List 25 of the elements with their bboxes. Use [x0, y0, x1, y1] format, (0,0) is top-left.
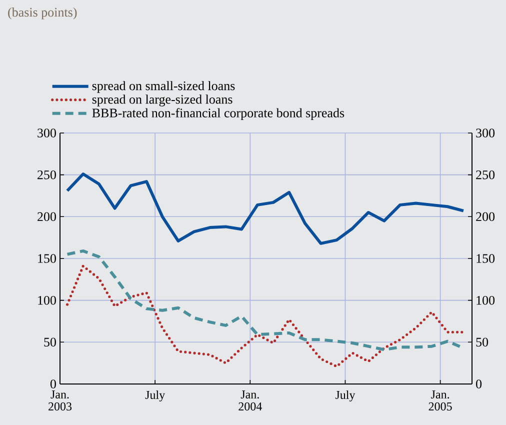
y-tick-label: 300 [38, 128, 56, 138]
x-tick-label: Jan. 2004 [238, 390, 262, 410]
legend-label: spread on large-sized loans [92, 94, 232, 106]
y2-tick-label: 100 [476, 296, 495, 305]
y2-tick-label: 50 [476, 338, 488, 347]
y2-tick-label: 200 [476, 212, 495, 222]
line-series [66, 172, 465, 245]
x-tick-label: July [335, 390, 356, 402]
x-tick-label: Jan. 2003 [48, 390, 72, 410]
x-tick-label: July [145, 390, 166, 402]
y2-tick-label: 250 [476, 170, 495, 180]
legend-label: BBB-rated non-financial corporate bond spreads [92, 108, 344, 120]
x-tick-label: Jan. 2005 [428, 390, 452, 410]
y-tick-label: 250 [38, 170, 56, 180]
y-tick-label: 50 [44, 338, 56, 347]
y2-tick-label: 300 [476, 128, 495, 138]
y-tick-label: 0 [50, 380, 56, 388]
line-series [66, 264, 465, 368]
legend-label: spread on small-sized loans [92, 81, 235, 93]
y2-tick-label: 0 [476, 380, 482, 388]
y-tick-label: 150 [38, 254, 56, 263]
chart-subtitle: (basis points) [8, 8, 77, 20]
y-tick-label: 100 [38, 296, 56, 305]
y-tick-label: 200 [38, 212, 56, 222]
y2-tick-label: 150 [476, 254, 495, 263]
